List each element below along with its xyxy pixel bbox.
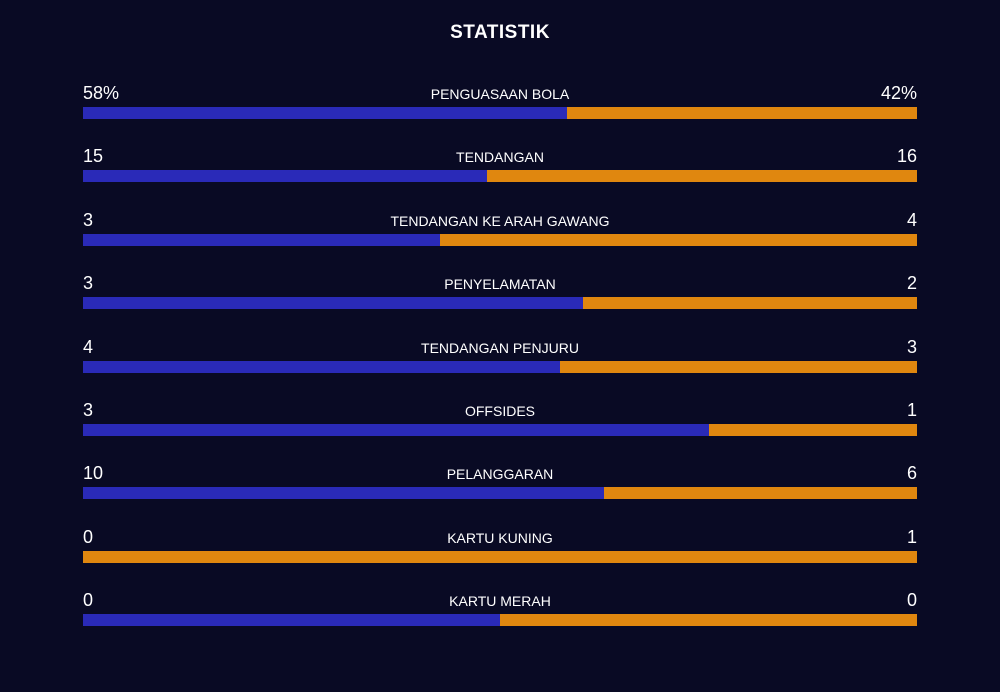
away-bar xyxy=(440,233,917,246)
away-value: 6 xyxy=(906,463,917,484)
stat-row: 4 TENDANGAN PENJURU 3 xyxy=(83,335,917,395)
home-value: 0 xyxy=(83,590,94,611)
stat-label: PENYELAMATAN xyxy=(444,276,556,293)
home-bar xyxy=(83,107,567,119)
away-value: 0 xyxy=(906,590,917,611)
home-bar xyxy=(83,297,584,310)
away-value: 42% xyxy=(880,83,917,103)
home-value: 10 xyxy=(83,463,104,484)
away-value: 3 xyxy=(906,336,917,357)
title: STATISTIK xyxy=(450,22,550,43)
away-bar xyxy=(604,487,917,500)
home-bar xyxy=(83,487,605,500)
stat-label: TENDANGAN PENJURU xyxy=(421,339,579,356)
home-value: 15 xyxy=(83,146,104,167)
stat-row: 3 PENYELAMATAN 2 xyxy=(83,271,917,331)
home-bar xyxy=(83,233,441,246)
stat-label: TENDANGAN xyxy=(456,149,544,166)
stat-label: PENGUASAAN BOLA xyxy=(430,86,570,102)
home-bar xyxy=(83,424,709,436)
home-bar xyxy=(83,614,500,627)
away-bar xyxy=(83,550,917,563)
stat-row: 58% PENGUASAAN BOLA 42% xyxy=(83,81,917,141)
home-value: 0 xyxy=(83,526,94,547)
home-value: 3 xyxy=(83,209,94,230)
stat-label: KARTU MERAH xyxy=(449,593,551,610)
stat-label: PELANGGARAN xyxy=(446,466,554,483)
home-bar xyxy=(83,170,487,183)
stat-row: 3 TENDANGAN KE ARAH GAWANG 4 xyxy=(83,208,917,268)
stat-row: 15 TENDANGAN 16 xyxy=(83,144,917,204)
stat-row: 3 OFFSIDES 1 xyxy=(83,398,917,458)
away-value: 16 xyxy=(896,146,917,167)
stat-label: KARTU KUNING xyxy=(447,529,553,546)
away-bar xyxy=(708,424,917,436)
home-bar xyxy=(83,360,560,373)
away-value: 1 xyxy=(906,400,917,420)
home-value: 3 xyxy=(83,273,94,294)
away-value: 1 xyxy=(906,526,917,547)
stat-row: 0 KARTU KUNING 1 xyxy=(83,525,917,585)
home-value: 58% xyxy=(83,83,120,103)
stat-row: 10 PELANGGARAN 6 xyxy=(83,461,917,521)
away-bar xyxy=(583,297,917,310)
away-value: 2 xyxy=(906,273,917,294)
away-bar xyxy=(486,170,917,183)
stat-label: TENDANGAN KE ARAH GAWANG xyxy=(390,212,610,229)
away-bar xyxy=(559,360,917,373)
away-bar xyxy=(500,614,917,627)
stat-row: 0 KARTU MERAH 0 xyxy=(83,588,917,648)
home-value: 3 xyxy=(83,400,94,420)
stat-label: OFFSIDES xyxy=(464,403,535,419)
away-value: 4 xyxy=(906,209,917,230)
home-value: 4 xyxy=(83,336,94,357)
away-bar xyxy=(566,107,917,119)
